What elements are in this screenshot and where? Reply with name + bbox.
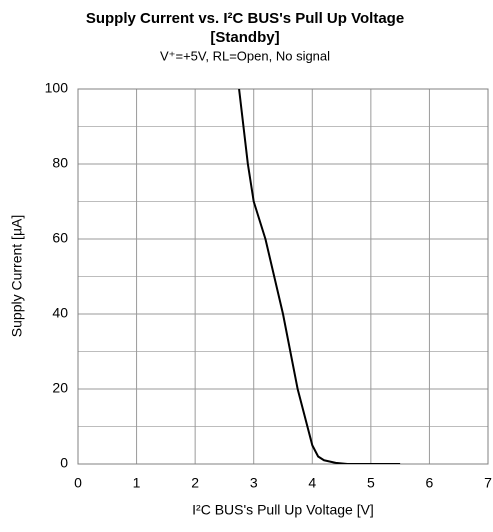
- x-tick-label: 3: [250, 475, 258, 491]
- x-tick-label: 5: [367, 475, 375, 491]
- y-tick-label: 40: [52, 305, 68, 321]
- data-line: [238, 89, 401, 464]
- y-tick-label: 80: [52, 155, 68, 171]
- chart-subtitle: V⁺=+5V, RL=Open, No signal: [160, 48, 330, 63]
- x-tick-label: 1: [133, 475, 141, 491]
- y-tick-label: 20: [52, 380, 68, 396]
- chart-title-line2: [Standby]: [210, 29, 279, 46]
- plot-frame: [77, 88, 489, 465]
- y-tick-label: 0: [60, 455, 68, 471]
- x-tick-label: 4: [308, 475, 316, 491]
- x-tick-label: 6: [426, 475, 434, 491]
- x-axis-label: I²C BUS's Pull Up Voltage [V]: [192, 502, 374, 518]
- y-tick-label: 60: [52, 230, 68, 246]
- chart-title: Supply Current vs. I²C BUS's Pull Up Vol…: [86, 10, 404, 27]
- x-tick-label: 0: [74, 475, 82, 491]
- y-axis-label: Supply Current [µA]: [9, 215, 25, 337]
- y-tick-label: 100: [45, 80, 69, 96]
- x-tick-label: 2: [191, 475, 199, 491]
- x-tick-label: 7: [484, 475, 492, 491]
